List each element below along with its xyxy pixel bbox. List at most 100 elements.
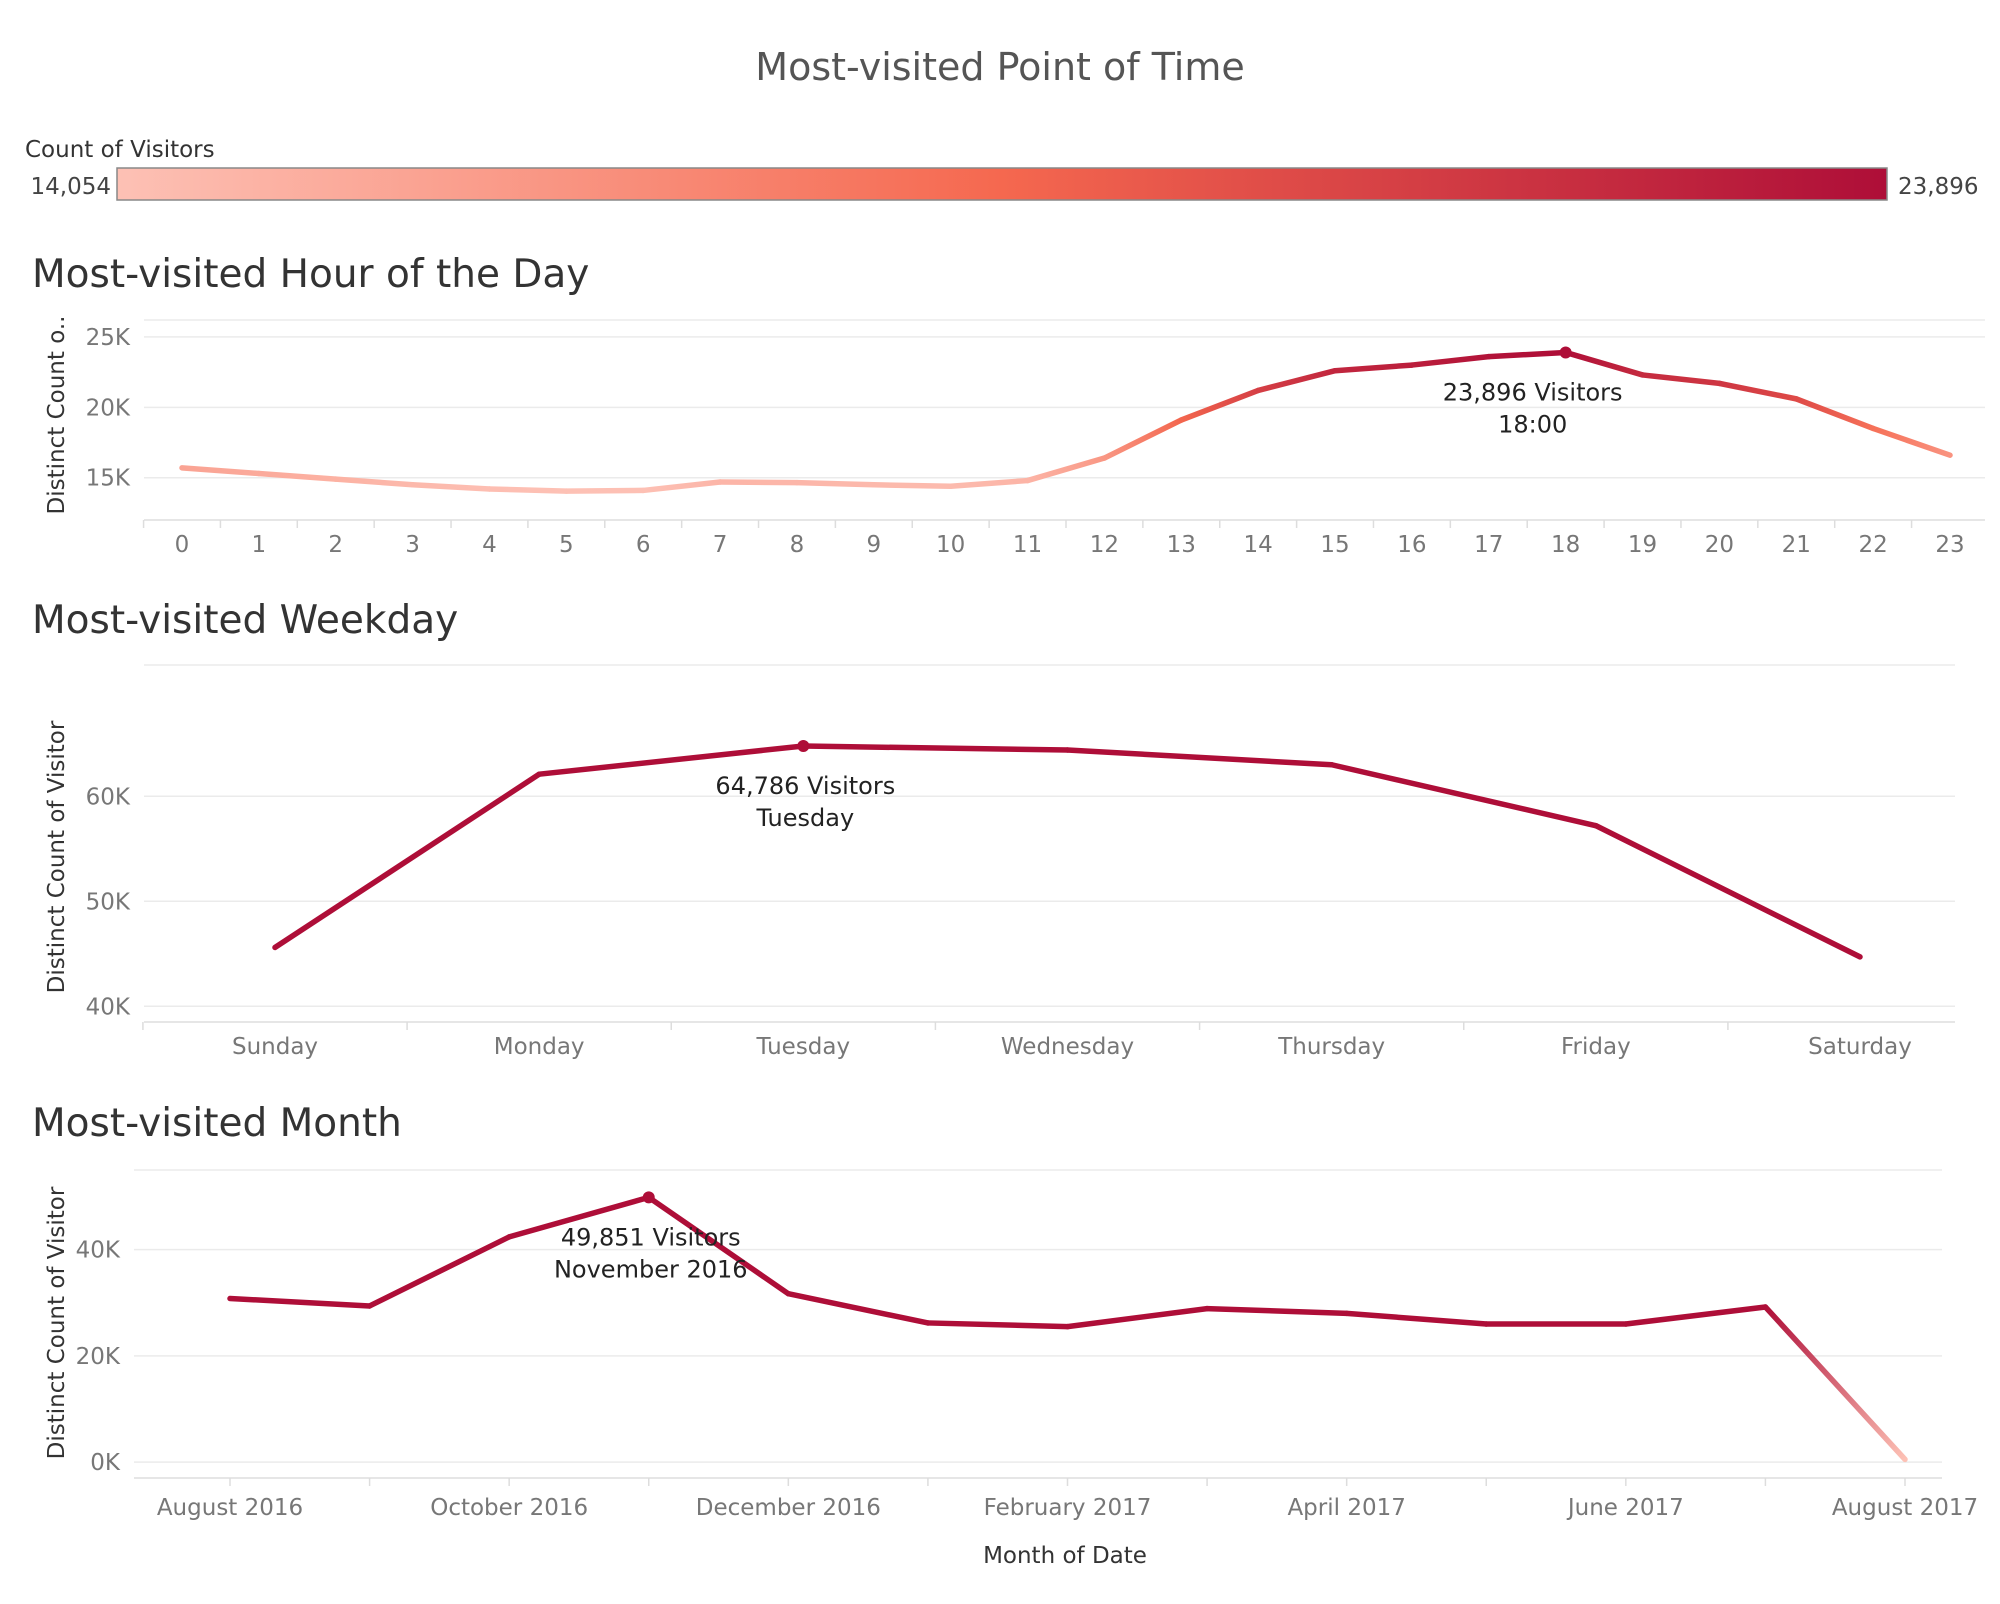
x-tick-label: 3 (405, 532, 420, 558)
x-tick-label: June 2017 (1566, 1495, 1684, 1521)
x-tick-label: Sunday (232, 1034, 318, 1060)
x-tick-label: 8 (790, 532, 805, 558)
y-tick-label: 20K (86, 395, 131, 421)
legend-max-label: 23,896 (1898, 174, 1978, 200)
line-segment (1328, 762, 1599, 829)
legend-min-label: 14,054 (31, 174, 111, 200)
x-tick-label: 18 (1551, 532, 1580, 558)
line-segment (1486, 349, 1569, 360)
line-segment (1204, 1305, 1350, 1317)
line-segment (1716, 380, 1800, 402)
x-tick-label: August 2016 (157, 1495, 303, 1521)
line-segment (1562, 349, 1646, 378)
x-tick-label: 23 (1935, 532, 1964, 558)
y-tick-label: 0K (90, 1450, 121, 1476)
x-tick-label: December 2016 (696, 1495, 881, 1521)
x-tick-label: Monday (494, 1034, 585, 1060)
x-tick-label: 14 (1244, 532, 1273, 558)
month-chart-title: Most-visited Month (32, 1101, 402, 1146)
line-segment (1178, 387, 1261, 423)
line-segment (1343, 1310, 1489, 1327)
page-title: Most-visited Point of Time (755, 45, 1244, 89)
x-tick-label: Wednesday (1001, 1034, 1134, 1060)
line-segment (409, 482, 493, 492)
peak-annotation-category: Tuesday (756, 804, 855, 832)
line-segment (1870, 425, 1953, 458)
x-tick-label: 11 (1013, 532, 1042, 558)
y-tick-label: 25K (86, 325, 131, 351)
line-segment (1593, 822, 1863, 960)
y-tick-label: 50K (86, 889, 131, 915)
weekday-chart: Most-visited Weekday Distinct Count of V… (32, 598, 1955, 1060)
line-segment (486, 486, 570, 494)
peak-annotation-value: 64,786 Visitors (715, 772, 895, 800)
x-tick-label: February 2017 (984, 1495, 1152, 1521)
y-tick-label: 40K (76, 1238, 121, 1264)
line-segment (227, 1295, 373, 1309)
x-tick-label: October 2016 (430, 1495, 588, 1521)
line-segment (925, 1320, 1071, 1330)
line-segment (785, 1290, 931, 1326)
x-tick-label: 20 (1705, 532, 1734, 558)
month-chart: Most-visited Month Distinct Count of Vis… (32, 1101, 1978, 1569)
x-tick-label: 19 (1628, 532, 1657, 558)
x-tick-label: Saturday (1808, 1034, 1912, 1060)
x-tick-label: 21 (1782, 532, 1811, 558)
line-segment (947, 477, 1031, 489)
line-segment (871, 482, 954, 489)
line-segment (794, 479, 877, 488)
line-segment (1255, 367, 1338, 394)
x-tick-label: 12 (1090, 532, 1119, 558)
line-segment (256, 470, 339, 482)
peak-point[interactable] (642, 1191, 655, 1204)
weekday-chart-y-axis-label: Distinct Count of Visitor (44, 720, 70, 993)
legend-color-ramp (116, 167, 1888, 201)
line-segment (1409, 353, 1492, 368)
line-segment (332, 476, 416, 488)
y-tick-label: 60K (86, 784, 131, 810)
weekday-chart-title: Most-visited Weekday (32, 598, 458, 643)
line-segment (563, 487, 646, 494)
peak-annotation-category: November 2016 (554, 1255, 748, 1283)
x-tick-label: April 2017 (1287, 1495, 1405, 1521)
peak-annotation-category: 18:00 (1498, 410, 1567, 438)
x-tick-label: 15 (1320, 532, 1349, 558)
x-tick-label: 2 (328, 532, 343, 558)
line-segment (1762, 1304, 1908, 1463)
line-segment (1793, 396, 1876, 432)
line-segment (1101, 417, 1185, 461)
peak-annotation-value: 23,896 Visitors (1443, 378, 1623, 406)
line-segment (506, 1194, 652, 1240)
x-tick-label: 6 (636, 532, 651, 558)
peak-point[interactable] (797, 739, 810, 752)
x-tick-label: 16 (1397, 532, 1426, 558)
month-chart-y-axis-label: Distinct Count of Visitor (44, 1186, 70, 1459)
line-segment (1024, 455, 1108, 484)
line-segment (646, 1194, 792, 1297)
line-segment (1623, 1304, 1769, 1327)
x-tick-label: 5 (559, 532, 574, 558)
x-tick-label: Tuesday (756, 1034, 851, 1060)
x-tick-label: 10 (936, 532, 965, 558)
x-tick-label: August 2017 (1832, 1495, 1978, 1521)
hour-chart-y-axis-label: Distinct Count o.. (44, 316, 70, 515)
y-tick-label: 20K (76, 1344, 121, 1370)
line-segment (640, 479, 723, 494)
line-segment (272, 771, 542, 951)
hour-chart-title: Most-visited Hour of the Day (32, 252, 589, 297)
y-tick-label: 15K (86, 466, 131, 492)
color-legend: Count of Visitors 14,054 23,896 (25, 137, 1978, 201)
line-segment (1064, 747, 1335, 768)
line-segment (366, 1234, 512, 1309)
x-tick-label: 1 (252, 532, 267, 558)
x-tick-label: 22 (1858, 532, 1887, 558)
hour-of-day-chart: Most-visited Hour of the Day Distinct Co… (32, 252, 1985, 558)
legend-title: Count of Visitors (25, 137, 215, 163)
peak-point[interactable] (1559, 346, 1572, 359)
line-segment (1332, 362, 1415, 374)
x-tick-label: 13 (1167, 532, 1196, 558)
line-segment (800, 743, 1071, 753)
line-segment (536, 743, 807, 777)
month-chart-x-axis-label: Month of Date (983, 1543, 1147, 1569)
